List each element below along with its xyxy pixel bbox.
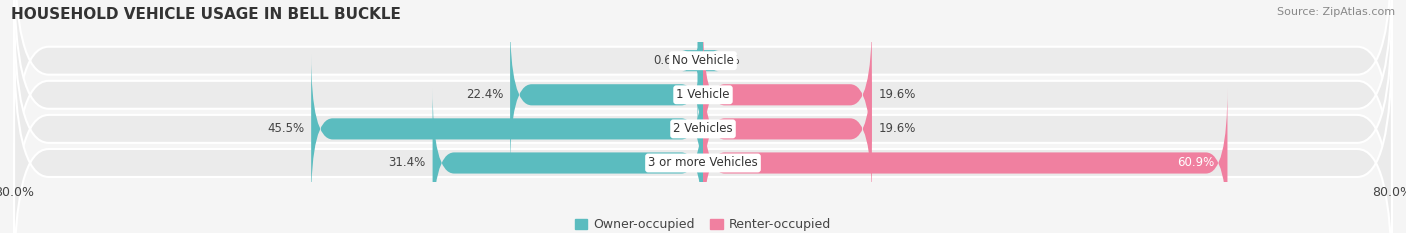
FancyBboxPatch shape	[14, 0, 1392, 183]
Text: 19.6%: 19.6%	[879, 122, 917, 135]
Text: 19.6%: 19.6%	[879, 88, 917, 101]
FancyBboxPatch shape	[510, 20, 703, 169]
Text: 1 Vehicle: 1 Vehicle	[676, 88, 730, 101]
Text: 0.64%: 0.64%	[654, 54, 690, 67]
Text: 22.4%: 22.4%	[465, 88, 503, 101]
Text: 3 or more Vehicles: 3 or more Vehicles	[648, 157, 758, 169]
Legend: Owner-occupied, Renter-occupied: Owner-occupied, Renter-occupied	[569, 213, 837, 233]
Text: 45.5%: 45.5%	[267, 122, 304, 135]
FancyBboxPatch shape	[682, 0, 718, 135]
FancyBboxPatch shape	[703, 54, 872, 204]
Text: 2 Vehicles: 2 Vehicles	[673, 122, 733, 135]
Text: 0.0%: 0.0%	[710, 54, 740, 67]
FancyBboxPatch shape	[703, 20, 872, 169]
FancyBboxPatch shape	[433, 88, 703, 233]
Text: No Vehicle: No Vehicle	[672, 54, 734, 67]
Text: Source: ZipAtlas.com: Source: ZipAtlas.com	[1277, 7, 1395, 17]
FancyBboxPatch shape	[14, 41, 1392, 233]
FancyBboxPatch shape	[311, 54, 703, 204]
Text: 31.4%: 31.4%	[388, 157, 426, 169]
FancyBboxPatch shape	[14, 7, 1392, 233]
Text: HOUSEHOLD VEHICLE USAGE IN BELL BUCKLE: HOUSEHOLD VEHICLE USAGE IN BELL BUCKLE	[11, 7, 401, 22]
Text: 60.9%: 60.9%	[1177, 157, 1215, 169]
FancyBboxPatch shape	[14, 0, 1392, 217]
FancyBboxPatch shape	[703, 88, 1227, 233]
